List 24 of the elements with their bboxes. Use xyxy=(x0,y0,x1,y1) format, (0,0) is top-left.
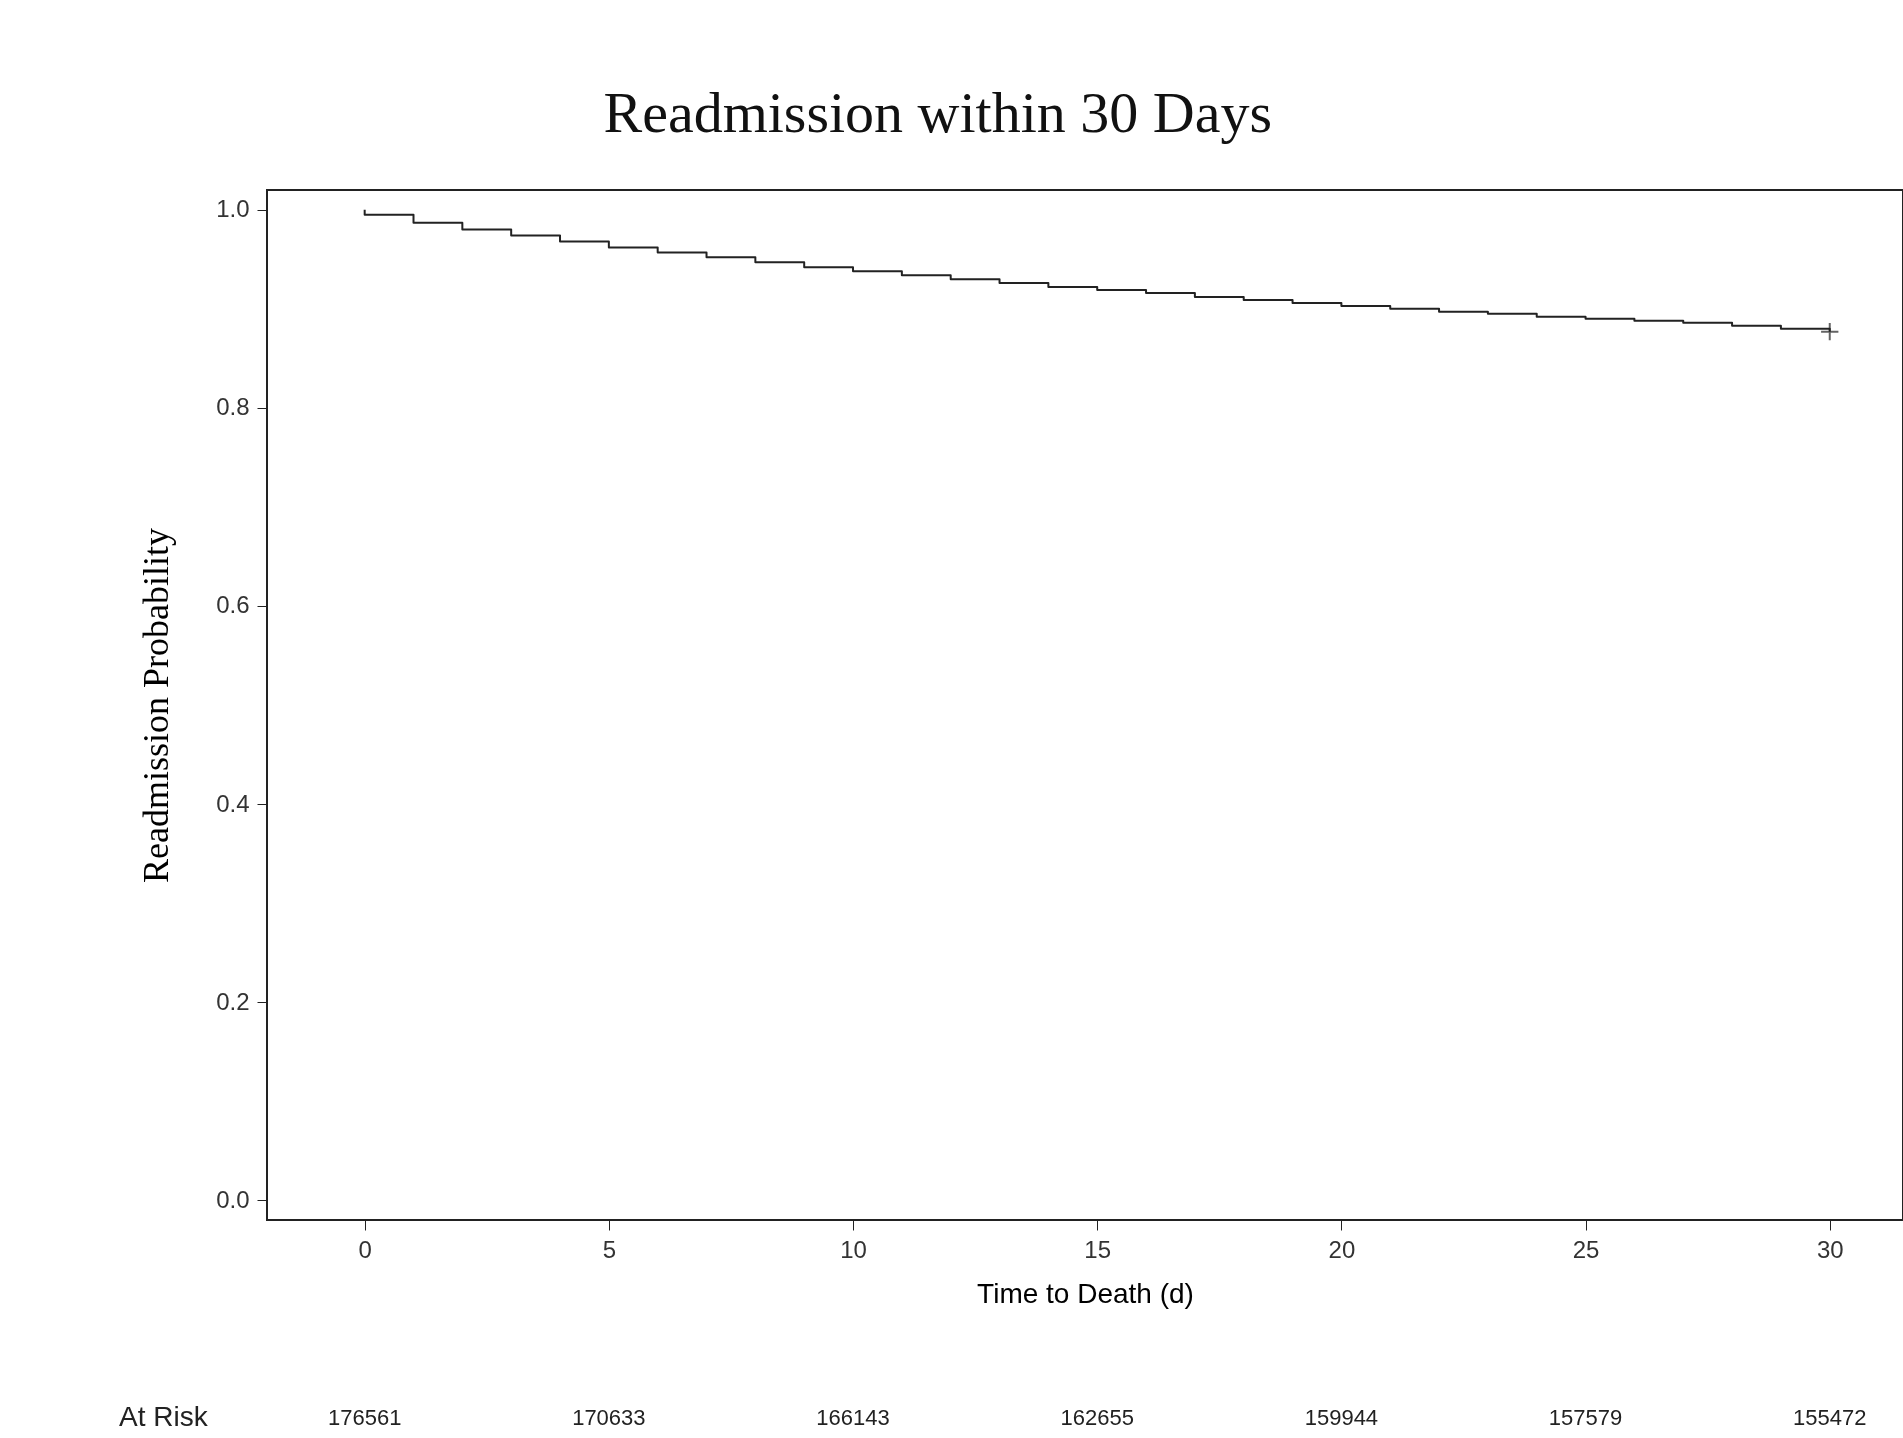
text: 159944 xyxy=(1304,1405,1379,1430)
text: At Risk xyxy=(119,1401,209,1432)
text: 155472 xyxy=(1793,1405,1867,1430)
text: 157579 xyxy=(1548,1405,1623,1430)
text: 170633 xyxy=(572,1405,646,1430)
x-tick-label: 30 xyxy=(1816,1235,1844,1263)
x-tick-label: 15 xyxy=(1084,1235,1112,1263)
text: 176561 xyxy=(327,1405,402,1430)
x-axis-title: Time to Death (d) xyxy=(977,1277,1194,1309)
chart-title: Readmission within 30 Days xyxy=(603,80,1273,145)
y-tick-label: 1.0 xyxy=(216,195,250,223)
y-tick-label: 0.6 xyxy=(216,591,250,619)
x-tick-label: 0 xyxy=(358,1235,372,1263)
text: 162655 xyxy=(1060,1405,1134,1430)
y-tick-label: 0.8 xyxy=(216,393,250,421)
x-tick-label: 20 xyxy=(1328,1235,1356,1263)
y-tick-label: 0.4 xyxy=(216,789,250,817)
x-tick-label: 5 xyxy=(602,1235,617,1263)
x-tick-label: 25 xyxy=(1572,1235,1600,1263)
text: 166143 xyxy=(816,1405,890,1430)
x-tick-label: 10 xyxy=(840,1235,867,1263)
y-tick-label: 0.0 xyxy=(216,1185,250,1213)
y-tick-label: 0.2 xyxy=(216,987,250,1015)
y-axis-title: Readmission Probability xyxy=(136,528,177,883)
